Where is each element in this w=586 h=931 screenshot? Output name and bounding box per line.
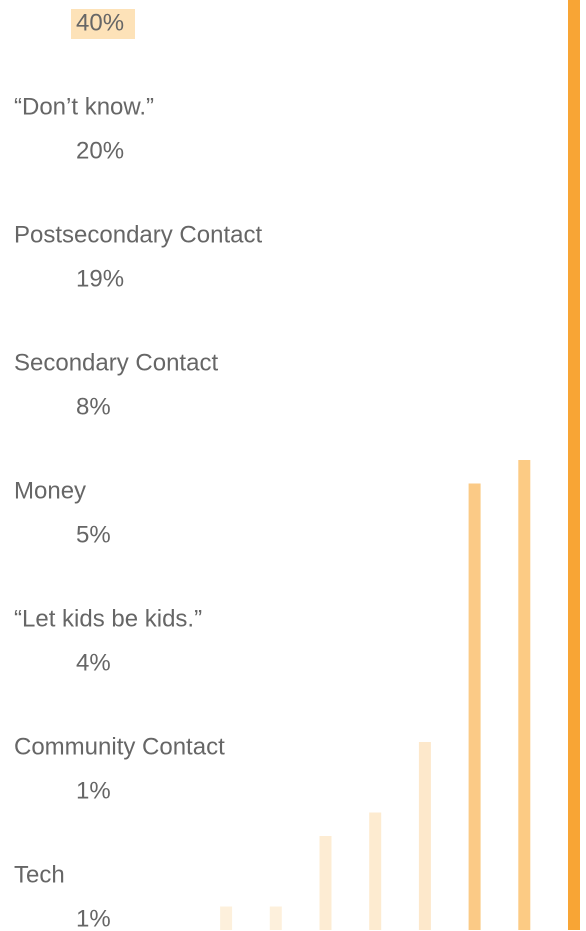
category-label: Money <box>14 477 86 504</box>
value-label: 40% <box>76 9 124 36</box>
bar <box>418 742 431 930</box>
category-label: Postsecondary Contact <box>14 221 262 248</box>
value-label: 1% <box>76 905 111 931</box>
value-label: 8% <box>76 393 111 420</box>
highlight <box>71 9 135 39</box>
value-label: 1% <box>76 777 111 804</box>
category-label: Community Contact <box>14 733 225 760</box>
bar <box>220 906 233 930</box>
bar <box>468 483 481 930</box>
bar <box>568 0 580 930</box>
category-label: Secondary Contact <box>14 349 218 376</box>
bar <box>518 460 531 930</box>
value-label: 4% <box>76 649 111 676</box>
value-label: 19% <box>76 265 124 292</box>
bar <box>319 836 332 930</box>
value-label: 20% <box>76 137 124 164</box>
bar <box>369 812 382 930</box>
value-label: 5% <box>76 521 111 548</box>
category-label: “Let kids be kids.” <box>14 605 202 632</box>
bar <box>269 906 282 930</box>
category-label: “Don’t know.” <box>14 93 154 120</box>
category-label: Tech <box>14 861 65 888</box>
